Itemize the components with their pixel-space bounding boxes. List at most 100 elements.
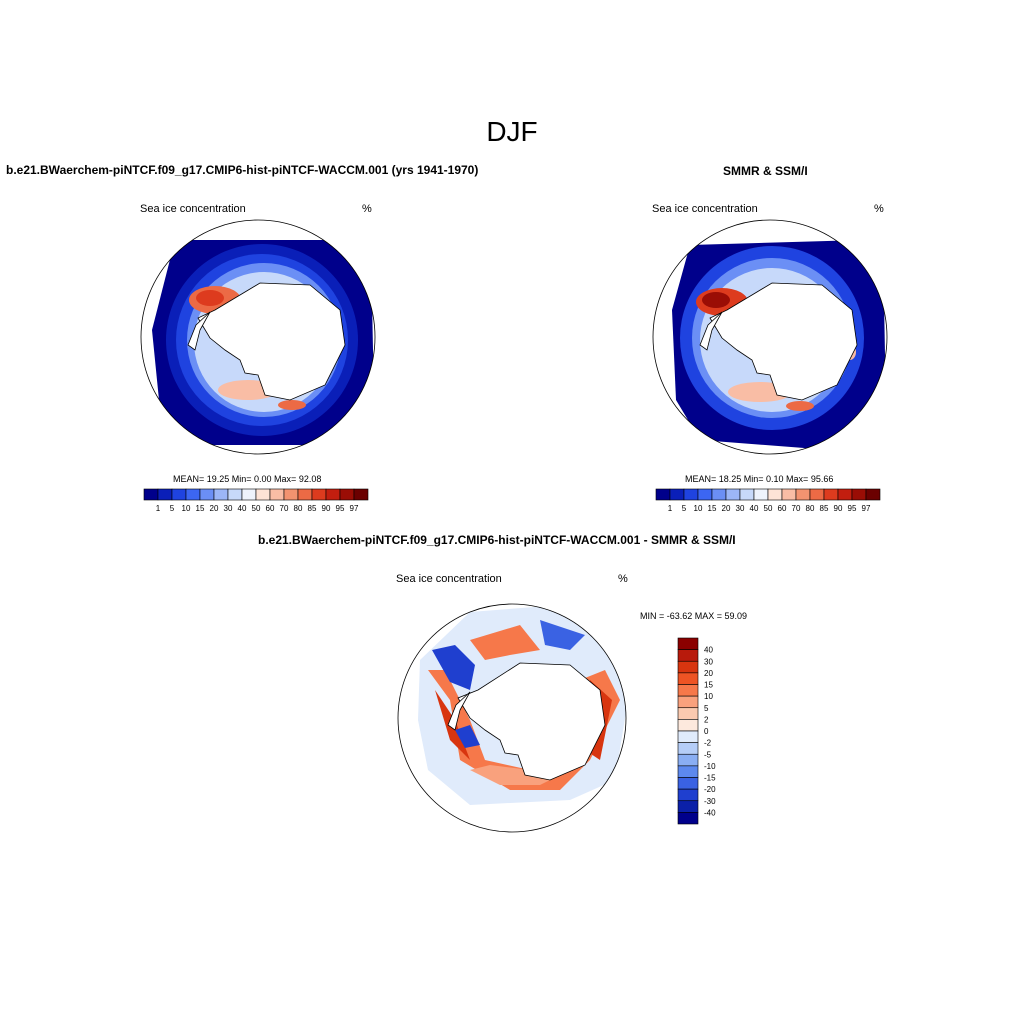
diff-variable-label: Sea ice concentration bbox=[396, 573, 502, 585]
obs-colorbar-tick-label: 90 bbox=[834, 504, 843, 513]
diff-colorbar-swatch bbox=[677, 753, 699, 767]
model-units-label: % bbox=[362, 203, 372, 215]
obs-colorbar-swatch bbox=[865, 488, 881, 501]
obs-colorbar-tick-label: 20 bbox=[722, 504, 731, 513]
model-colorbar-swatch bbox=[185, 488, 201, 501]
diff-colorbar-tick-label: -30 bbox=[704, 797, 716, 806]
diff-colorbar-tick-label: -5 bbox=[704, 750, 712, 759]
obs-colorbar-tick-label: 80 bbox=[806, 504, 815, 513]
obs-colorbar-tick-label: 10 bbox=[694, 504, 703, 513]
diff-colorbar-tick-label: 10 bbox=[704, 692, 713, 701]
model-colorbar-tick-label: 50 bbox=[252, 504, 261, 513]
model-colorbar-swatch bbox=[241, 488, 257, 501]
model-antarctic-peninsula bbox=[187, 311, 211, 351]
diff-colorbar-tick-label: -15 bbox=[704, 774, 716, 783]
model-colorbar-swatch bbox=[255, 488, 271, 501]
model-polar-map bbox=[140, 219, 376, 455]
obs-colorbar-swatch bbox=[823, 488, 839, 501]
diff-colorbar-swatch bbox=[677, 788, 699, 802]
diff-colorbar-swatch bbox=[677, 695, 699, 709]
obs-colorbar-swatch bbox=[795, 488, 811, 501]
diff-colorbar-swatch bbox=[677, 637, 699, 650]
model-variable-label: Sea ice concentration bbox=[140, 203, 246, 215]
model-colorbar-tick-label: 80 bbox=[294, 504, 303, 513]
obs-colorbar-swatch bbox=[669, 488, 685, 501]
diff-colorbar-swatch bbox=[677, 707, 699, 720]
diff-colorbar-tick-label: 30 bbox=[704, 657, 713, 666]
diff-colorbar-swatch bbox=[677, 777, 699, 790]
model-colorbar-swatch bbox=[325, 488, 341, 501]
obs-colorbar-swatch bbox=[767, 488, 783, 501]
obs-units-label: % bbox=[874, 203, 884, 215]
diff-colorbar-tick-label: 15 bbox=[704, 681, 713, 690]
diff-panel-title: b.e21.BWaerchem-piNTCF.f09_g17.CMIP6-his… bbox=[258, 533, 736, 547]
diff-colorbar-tick-label: 2 bbox=[704, 715, 709, 724]
obs-colorbar-swatch bbox=[753, 488, 769, 501]
model-colorbar-tick-label: 30 bbox=[224, 504, 233, 513]
diff-colorbar-tick-label: 0 bbox=[704, 727, 709, 736]
obs-antarctic-peninsula bbox=[699, 311, 723, 351]
obs-colorbar-swatch bbox=[683, 488, 699, 501]
diff-colorbar-swatch bbox=[677, 672, 699, 685]
model-colorbar-tick-label: 70 bbox=[280, 504, 289, 513]
obs-colorbar-tick-label: 1 bbox=[668, 504, 673, 513]
diff-units-label: % bbox=[618, 573, 628, 585]
diff-colorbar-tick-label: 40 bbox=[704, 646, 713, 655]
obs-map-boundary bbox=[652, 219, 888, 455]
model-colorbar-swatch bbox=[353, 488, 369, 501]
model-antarctica bbox=[197, 282, 346, 401]
obs-panel-title: SMMR & SSM/I bbox=[723, 164, 808, 178]
model-colorbar-swatch bbox=[283, 488, 299, 501]
model-colorbar-tick-label: 40 bbox=[238, 504, 247, 513]
obs-colorbar-swatch bbox=[711, 488, 727, 501]
model-colorbar-tick-label: 5 bbox=[170, 504, 175, 513]
obs-colorbar-swatch bbox=[655, 488, 671, 501]
model-colorbar-swatch bbox=[269, 488, 285, 501]
model-colorbar-swatch bbox=[143, 488, 159, 501]
obs-colorbar-tick-label: 97 bbox=[862, 504, 871, 513]
diff-colorbar-swatch bbox=[677, 649, 699, 662]
obs-colorbar-tick-label: 40 bbox=[750, 504, 759, 513]
obs-stats: MEAN= 18.25 Min= 0.10 Max= 95.66 bbox=[685, 474, 834, 484]
model-colorbar-swatch bbox=[171, 488, 187, 501]
page-title: DJF bbox=[486, 116, 538, 147]
diff-colorbar-tick-label: 5 bbox=[704, 704, 709, 713]
diff-colorbar-swatch bbox=[677, 812, 699, 825]
diff-colorbar-swatch bbox=[677, 719, 699, 732]
diff-weddell-negative bbox=[432, 645, 475, 690]
model-panel-title: b.e21.BWaerchem-piNTCF.f09_g17.CMIP6-his… bbox=[6, 163, 479, 177]
model-colorbar-swatch bbox=[157, 488, 173, 501]
diff-colorbar-swatch bbox=[677, 800, 699, 813]
obs-colorbar-tick-label: 5 bbox=[682, 504, 687, 513]
model-colorbar-tick-label: 85 bbox=[308, 504, 317, 513]
model-colorbar-swatch bbox=[227, 488, 243, 501]
model-colorbar-tick-label: 97 bbox=[350, 504, 359, 513]
obs-colorbar-tick-label: 15 bbox=[708, 504, 717, 513]
obs-colorbar-tick-label: 60 bbox=[778, 504, 787, 513]
diff-colorbar-tick-label: -20 bbox=[704, 785, 716, 794]
model-colorbar: 1 5 10 15 20 30 40 50 60 70 80 85 90 95 97 bbox=[143, 488, 369, 513]
obs-colorbar-swatch bbox=[851, 488, 867, 501]
model-colorbar-swatch bbox=[213, 488, 229, 501]
model-colorbar-tick-label: 10 bbox=[182, 504, 191, 513]
obs-polar-map bbox=[652, 219, 888, 455]
model-colorbar-tick-label: 20 bbox=[210, 504, 219, 513]
diff-colorbar-tick-label: -40 bbox=[704, 808, 716, 817]
obs-colorbar-tick-label: 50 bbox=[764, 504, 773, 513]
diff-colorbar-tick-label: -10 bbox=[704, 762, 716, 771]
diff-minmax: MIN = -63.62 MAX = 59.09 bbox=[640, 611, 748, 621]
model-stats: MEAN= 19.25 Min= 0.00 Max= 92.08 bbox=[173, 474, 322, 484]
obs-colorbar-swatch bbox=[697, 488, 713, 501]
diff-map-boundary bbox=[397, 603, 627, 833]
obs-colorbar-swatch bbox=[739, 488, 755, 501]
model-colorbar-tick-label: 95 bbox=[336, 504, 345, 513]
model-colorbar-swatch bbox=[199, 488, 215, 501]
model-colorbar-tick-label: 15 bbox=[196, 504, 205, 513]
obs-colorbar-swatch bbox=[725, 488, 741, 501]
obs-colorbar-tick-label: 85 bbox=[820, 504, 829, 513]
diff-colorbar-tick-label: -2 bbox=[704, 739, 712, 748]
model-map-boundary bbox=[140, 219, 376, 455]
obs-variable-label: Sea ice concentration bbox=[652, 203, 758, 215]
